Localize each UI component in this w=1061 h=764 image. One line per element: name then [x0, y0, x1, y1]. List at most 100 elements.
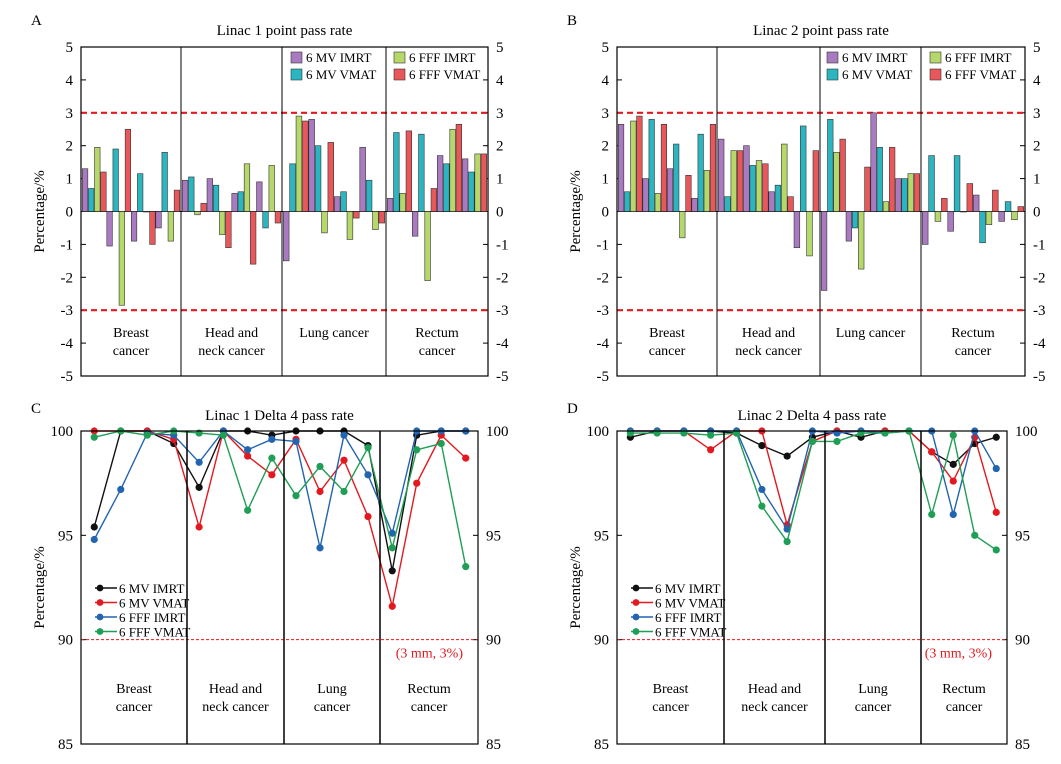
y-tick-label-left: 95	[58, 528, 73, 544]
group-label: cancer	[649, 344, 686, 359]
group-label: cancer	[419, 344, 456, 359]
data-point	[90, 433, 98, 441]
bar	[359, 147, 366, 212]
data-point	[316, 544, 324, 552]
y-tick-label-left: 0	[66, 205, 74, 221]
bar	[411, 211, 419, 237]
y-tick-label-right: -1	[496, 237, 509, 253]
legend-marker	[632, 584, 640, 592]
group-label: Lung cancer	[836, 326, 906, 341]
legend-swatch	[826, 51, 839, 64]
bar	[953, 155, 961, 212]
legend-label: 6 FFF IMRT	[655, 610, 721, 625]
legend-label: 6 MV VMAT	[655, 596, 725, 611]
bar	[907, 173, 914, 212]
y-tick-label-right: 5	[496, 40, 504, 56]
bar	[268, 165, 275, 212]
y-tick-label-right: 90	[486, 633, 501, 649]
bar	[1011, 211, 1018, 221]
y-tick-label-left: 100	[51, 424, 74, 440]
group-label: Head and	[748, 682, 801, 697]
chart-title: Linac 1 point pass rate	[217, 23, 353, 39]
bar	[274, 211, 281, 224]
chart-title: Linac 2 Delta 4 pass rate	[738, 408, 887, 424]
bar	[124, 128, 132, 212]
legend-label: 6 MV IMRT	[842, 50, 907, 65]
bar	[88, 188, 95, 212]
y-tick-label-right: -3	[496, 303, 509, 319]
y-tick-label-left: 1	[602, 172, 610, 188]
bar	[717, 138, 725, 212]
data-point	[783, 525, 791, 533]
bar	[295, 115, 303, 212]
legend-marker	[96, 599, 104, 606]
y-tick-label-right: 5	[1033, 40, 1041, 56]
group-label: Breast	[649, 326, 685, 341]
bar	[182, 179, 189, 212]
bar	[143, 211, 150, 213]
data-point	[758, 442, 766, 450]
bar	[155, 211, 162, 229]
bar	[443, 163, 450, 212]
bar	[1017, 206, 1024, 212]
y-tick-label-right: 0	[1033, 205, 1041, 221]
y-tick-label-right: 100	[1015, 424, 1038, 440]
bar	[418, 133, 425, 212]
bar	[882, 201, 890, 212]
bar	[960, 211, 967, 213]
group-label: cancer	[411, 700, 448, 715]
legend-swatch	[290, 51, 303, 64]
y-tick-label-left: -1	[597, 237, 610, 253]
data-point	[707, 446, 715, 454]
data-point	[949, 460, 957, 468]
data-point	[437, 439, 445, 448]
series-line	[93, 430, 466, 549]
data-point	[992, 433, 1000, 441]
bar	[393, 132, 400, 212]
bar	[901, 178, 908, 212]
bar	[806, 211, 813, 257]
data-point	[413, 446, 421, 454]
bar	[378, 211, 385, 224]
bar	[730, 150, 737, 212]
data-point	[340, 431, 348, 439]
y-tick-label-left: -4	[597, 336, 610, 352]
group-label: Breast	[653, 682, 689, 697]
y-tick-label-left: -4	[61, 336, 74, 352]
plot-frame	[80, 46, 489, 377]
bar	[225, 211, 232, 248]
y-tick-label-right: -4	[1033, 336, 1046, 352]
threshold-label: (3 mm, 3%)	[925, 647, 993, 662]
bar	[743, 145, 750, 212]
group-label: neck cancer	[741, 700, 808, 715]
y-tick-label-right: -2	[496, 270, 509, 286]
legend-label: 6 FFF VMAT	[409, 67, 480, 82]
y-tick-label-right: 4	[496, 73, 504, 89]
bar	[630, 120, 637, 212]
data-point	[388, 567, 396, 575]
bar	[430, 188, 437, 212]
y-tick-label-left: 1	[66, 172, 74, 188]
bar	[998, 211, 1005, 222]
data-point	[195, 483, 203, 491]
data-point	[758, 485, 766, 494]
bar	[673, 143, 680, 212]
bar	[774, 184, 782, 212]
y-tick-label-left: 4	[66, 73, 74, 89]
bar	[833, 151, 840, 212]
bar	[979, 211, 986, 244]
y-tick-label-left: -1	[61, 237, 74, 253]
bar	[314, 145, 322, 212]
bar	[691, 198, 698, 212]
bar	[399, 193, 406, 212]
group-label: Head and	[742, 326, 795, 341]
data-point	[316, 462, 324, 471]
bar	[112, 148, 119, 212]
bar	[131, 211, 138, 242]
data-point	[758, 502, 766, 510]
legend-label: 6 MV VMAT	[119, 596, 189, 611]
legend-swatch	[393, 51, 406, 64]
y-tick-label-right: -5	[1033, 369, 1046, 385]
bar	[736, 150, 744, 212]
